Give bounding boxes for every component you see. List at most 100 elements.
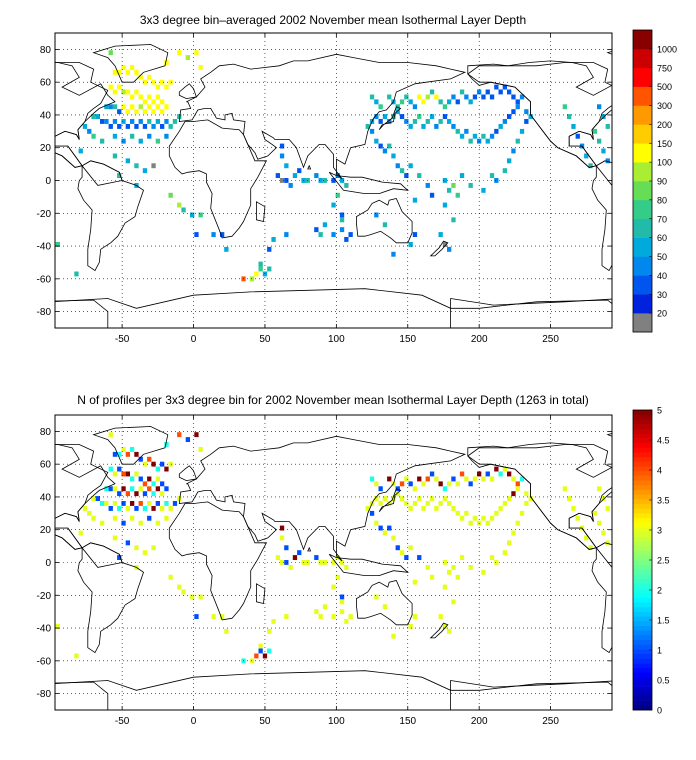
data-cell (112, 69, 118, 75)
colorbar-segment (633, 452, 652, 458)
data-cell (125, 471, 130, 477)
colorbar-label: 500 (657, 82, 672, 92)
data-cell (601, 114, 606, 119)
data-cell (151, 461, 156, 467)
data-cell (408, 99, 413, 105)
data-cell (417, 476, 422, 482)
data-cell (297, 168, 302, 174)
y-tick-label: 0 (45, 176, 51, 187)
data-cell (314, 227, 319, 233)
data-cell (562, 486, 567, 492)
data-cell (369, 476, 375, 482)
data-cell (288, 183, 293, 188)
data-cell (112, 119, 118, 124)
data-cell (442, 202, 448, 208)
data-cell (399, 550, 405, 556)
data-cell (130, 119, 135, 124)
data-cell (399, 99, 405, 105)
data-cell (160, 124, 165, 129)
data-cell (502, 119, 507, 124)
data-cell (117, 466, 122, 472)
data-cell (404, 555, 409, 560)
data-cell (575, 515, 580, 521)
data-cell (138, 501, 143, 506)
data-cell (425, 565, 430, 570)
data-cell (395, 545, 400, 551)
data-cell (442, 486, 448, 492)
data-cell (519, 128, 525, 134)
data-cell (258, 643, 263, 649)
data-cell (515, 104, 520, 110)
coastline (55, 444, 109, 550)
data-cell (275, 555, 280, 560)
data-cell (134, 163, 139, 169)
data-cell (451, 217, 456, 223)
data-cell (494, 560, 499, 565)
x-tick-label: 150 (399, 334, 416, 345)
data-cell (348, 614, 353, 619)
data-cell (592, 128, 597, 134)
colorbar-label: 4.5 (657, 436, 670, 446)
coastline (378, 488, 402, 512)
data-cell (507, 540, 512, 546)
data-cell (160, 99, 165, 105)
colorbar-segment (633, 649, 652, 655)
data-cell (267, 246, 272, 252)
data-cell (130, 447, 135, 452)
colorbar-segment (633, 499, 652, 505)
data-cell (130, 476, 135, 482)
data-cell (459, 173, 465, 178)
data-cell (314, 609, 319, 615)
data-cell (112, 133, 118, 139)
data-cell (130, 133, 135, 139)
data-cell (168, 461, 173, 467)
data-cell (451, 599, 456, 605)
data-cell (130, 94, 135, 100)
data-cell (151, 109, 156, 115)
colorbar-segment (633, 218, 652, 238)
data-cell (374, 114, 379, 119)
data-cell (459, 555, 465, 560)
data-cell (117, 124, 122, 129)
data-cell (249, 658, 255, 664)
data-cell (172, 501, 178, 506)
y-tick-label: 60 (40, 78, 52, 89)
data-cell (605, 158, 610, 164)
data-cell (142, 79, 148, 85)
data-cell (451, 565, 456, 570)
data-cell (314, 555, 319, 560)
data-cell (112, 515, 118, 521)
data-cell (108, 50, 113, 56)
data-cell (425, 501, 430, 506)
data-cell (387, 119, 392, 124)
data-cell (331, 178, 336, 183)
coastline (467, 444, 612, 550)
data-cell (198, 65, 203, 70)
data-cell (434, 476, 439, 482)
data-cell (335, 574, 340, 580)
colorbar-label: 200 (657, 120, 672, 130)
coastline (467, 62, 612, 168)
data-cell (220, 232, 225, 237)
data-cell (387, 501, 392, 506)
data-cell (447, 569, 452, 575)
data-cell (112, 486, 118, 492)
data-cell (142, 506, 148, 511)
data-cell (502, 168, 507, 174)
data-cell (125, 124, 130, 129)
data-cell (425, 183, 430, 188)
data-cell (318, 178, 323, 183)
coastline (328, 171, 409, 195)
coastline (255, 583, 266, 604)
data-cell (55, 624, 60, 629)
coastline (595, 542, 612, 568)
data-cell (459, 515, 465, 521)
data-cell (194, 432, 199, 438)
y-tick-label: 40 (40, 492, 52, 503)
colorbar-segment (633, 475, 652, 481)
data-cell (100, 138, 105, 144)
colorbar-frame (632, 409, 653, 711)
data-cell (584, 535, 589, 541)
data-cell (55, 242, 60, 247)
data-cell (318, 614, 323, 619)
